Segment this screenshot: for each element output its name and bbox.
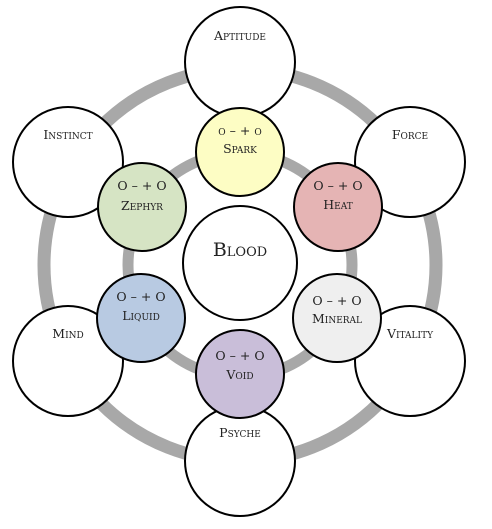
inner-node-heat: O – + O Heat — [293, 162, 383, 252]
outer-node-psyche: Psyche — [184, 405, 296, 517]
inner-node-heat-scale: O – + O — [313, 178, 362, 193]
inner-node-liquid: O – + O Liquid — [96, 273, 186, 363]
center-node-label: Blood — [213, 239, 267, 261]
inner-node-spark: o – + o Spark — [195, 107, 285, 197]
outer-node-vitality: Vitality — [354, 305, 466, 417]
inner-node-mineral-scale: O – + O — [312, 293, 361, 308]
outer-node-aptitude: Aptitude — [184, 6, 296, 118]
inner-node-zephyr: O – + O Zephyr — [97, 162, 187, 252]
outer-node-instinct: Instinct — [12, 106, 124, 218]
outer-node-force: Force — [354, 106, 466, 218]
inner-node-heat-label: Heat — [323, 197, 352, 212]
outer-node-mind: Mind — [12, 305, 124, 417]
inner-node-void: O – + O Void — [195, 329, 285, 419]
inner-node-mineral-label: Mineral — [312, 311, 362, 326]
outer-node-vitality-label: Vitality — [386, 326, 434, 341]
outer-node-instinct-label: Instinct — [43, 127, 92, 142]
outer-node-aptitude-label: Aptitude — [213, 28, 266, 43]
inner-node-spark-label: Spark — [223, 141, 257, 156]
outer-node-mind-label: Mind — [52, 326, 83, 341]
outer-node-psyche-label: Psyche — [219, 425, 261, 440]
inner-node-zephyr-label: Zephyr — [121, 198, 163, 213]
inner-node-void-label: Void — [225, 367, 253, 382]
inner-node-liquid-scale: O – + O — [116, 289, 165, 304]
inner-node-void-scale: O – + O — [215, 348, 264, 363]
inner-node-spark-scale: o – + o — [218, 123, 261, 138]
inner-node-zephyr-scale: O – + O — [117, 178, 166, 193]
inner-node-liquid-label: Liquid — [122, 308, 160, 323]
outer-node-force-label: Force — [392, 127, 428, 142]
center-node-blood: Blood — [182, 205, 298, 321]
inner-node-mineral: O – + O Mineral — [292, 273, 382, 363]
